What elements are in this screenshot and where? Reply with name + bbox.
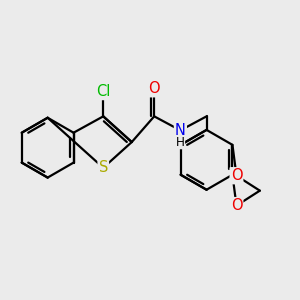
Text: S: S xyxy=(99,160,108,175)
Text: H: H xyxy=(176,136,185,149)
Text: O: O xyxy=(231,198,242,213)
Text: N: N xyxy=(175,123,186,138)
Text: O: O xyxy=(231,168,242,183)
Text: O: O xyxy=(148,81,160,96)
Text: Cl: Cl xyxy=(96,84,110,99)
